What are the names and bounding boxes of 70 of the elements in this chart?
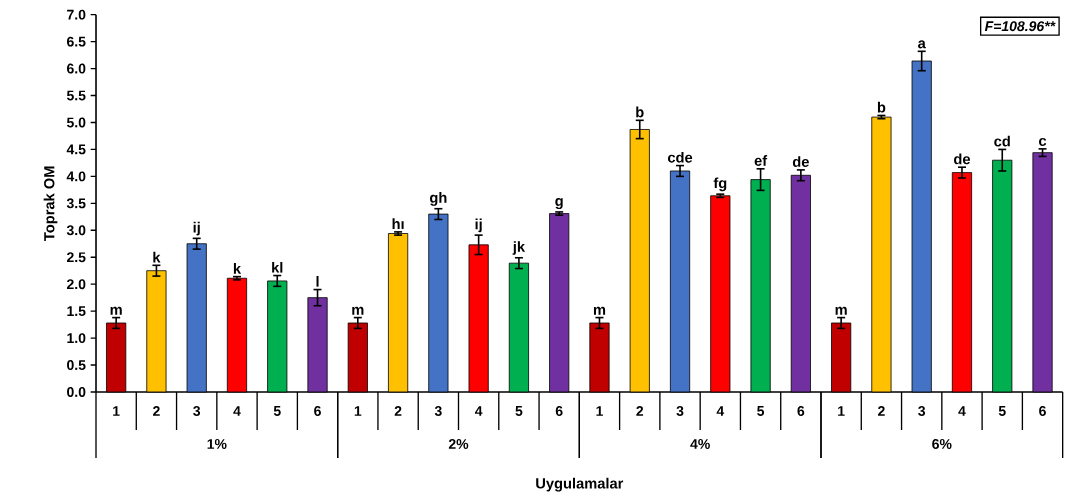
series-label: 6 bbox=[314, 406, 321, 416]
text: 4 bbox=[474, 406, 483, 416]
x-tick-label: 6% bbox=[932, 439, 952, 449]
x-axis-title: Uygulamalar bbox=[536, 477, 624, 492]
x-tick-label: 4% bbox=[690, 439, 710, 449]
series-label: 1 bbox=[113, 406, 120, 416]
y-tick-label: 5.0 bbox=[66, 117, 86, 128]
data-label: c bbox=[1039, 137, 1047, 146]
x-tick-label: 1% bbox=[207, 439, 227, 449]
data-label: de bbox=[954, 153, 971, 165]
text: 1 bbox=[354, 406, 362, 416]
data-label: a bbox=[918, 40, 926, 49]
text: 2 bbox=[636, 406, 644, 416]
y-tick-label: 0.0 bbox=[67, 387, 86, 397]
text: 2 bbox=[878, 406, 885, 416]
data-label: g bbox=[555, 198, 563, 210]
data-label: ij bbox=[475, 218, 482, 233]
data-label: ef bbox=[754, 155, 768, 166]
y-tick-label: 4.5 bbox=[66, 144, 86, 155]
text: 5 bbox=[515, 406, 523, 416]
text: 6 bbox=[555, 406, 563, 416]
text: 6 bbox=[797, 406, 805, 416]
annotation: F=108.96** bbox=[984, 21, 1056, 32]
y-tick-label: 3.5 bbox=[66, 198, 86, 209]
data-label: jk bbox=[512, 241, 526, 255]
y-tick-label: 6.5 bbox=[67, 36, 86, 47]
text: 5 bbox=[998, 406, 1006, 416]
data-label: de bbox=[792, 156, 809, 167]
data-label: hı bbox=[392, 218, 404, 229]
y-tick-label: 0.5 bbox=[67, 360, 86, 370]
text: 6 bbox=[1039, 406, 1046, 416]
data-label: m bbox=[110, 306, 122, 315]
y-tick-label: 1.5 bbox=[67, 306, 86, 317]
data-label: cde bbox=[667, 151, 693, 163]
data-label: ij bbox=[193, 221, 200, 236]
data-label: m bbox=[352, 306, 364, 315]
y-tick-label: 2.0 bbox=[66, 279, 86, 290]
y-tick-label: 6.0 bbox=[67, 63, 86, 74]
y-tick-label: 1.0 bbox=[67, 333, 86, 344]
data-label: fg bbox=[713, 177, 727, 192]
data-label: cd bbox=[994, 135, 1010, 147]
data-label: l bbox=[316, 276, 319, 287]
data-label: m bbox=[835, 306, 847, 315]
text: 3 bbox=[918, 406, 926, 416]
series-label: 3 bbox=[193, 406, 201, 416]
text: 5 bbox=[757, 406, 765, 416]
y-tick-label: 4.0 bbox=[66, 171, 86, 182]
x-tick-label: 2% bbox=[448, 439, 469, 449]
y-tick-label: 3.0 bbox=[66, 225, 86, 236]
series-label: 2 bbox=[153, 406, 160, 416]
data-label: k bbox=[153, 251, 161, 263]
text: 1 bbox=[838, 406, 845, 416]
data-label: kl bbox=[272, 262, 283, 273]
data-label: gh bbox=[430, 192, 447, 206]
data-label: m bbox=[593, 306, 606, 315]
series-label: 5 bbox=[273, 406, 281, 416]
data-label: b bbox=[636, 106, 644, 118]
data-label: k bbox=[233, 263, 242, 274]
text: 4 bbox=[716, 406, 725, 416]
text: 4 bbox=[958, 406, 966, 416]
text: 3 bbox=[434, 406, 442, 416]
text: 1 bbox=[596, 406, 603, 416]
data-label: b bbox=[877, 101, 886, 113]
y-tick-label: 2.5 bbox=[66, 252, 86, 263]
text: 2 bbox=[394, 406, 402, 416]
y-axis-title: Toprak OM bbox=[43, 166, 58, 241]
series-label: 4 bbox=[233, 406, 241, 416]
y-tick-label: 5.5 bbox=[66, 90, 86, 101]
text: 3 bbox=[676, 406, 684, 416]
y-tick-label: 7.0 bbox=[67, 9, 86, 20]
